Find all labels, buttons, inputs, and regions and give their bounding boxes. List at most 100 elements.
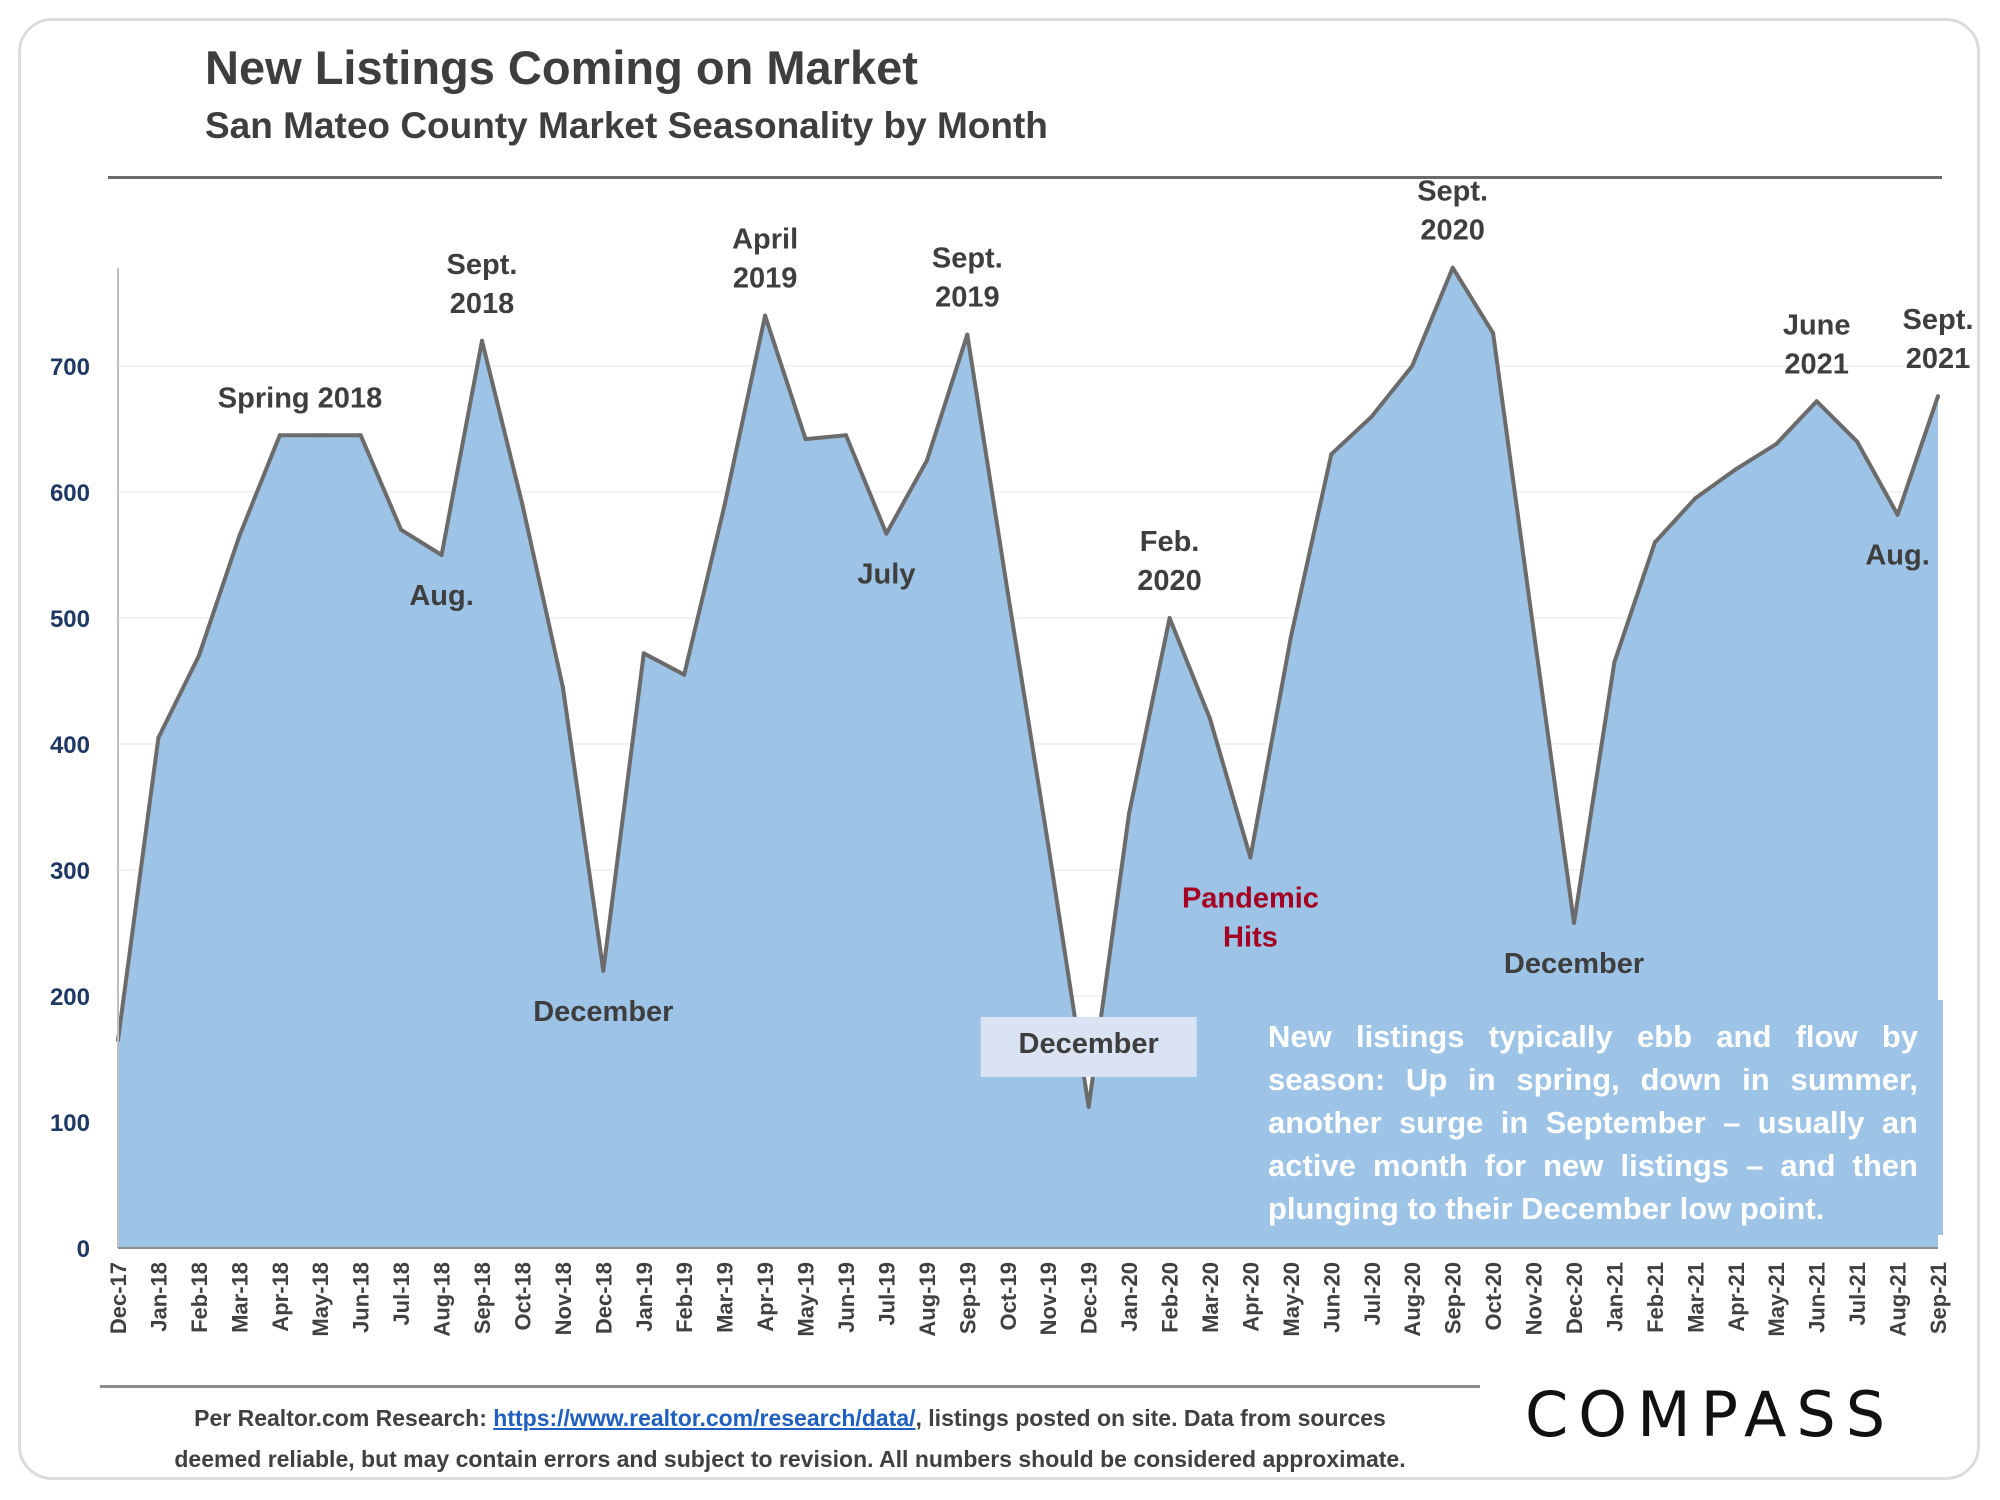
x-tick-label: Feb-19 xyxy=(672,1262,697,1333)
source-link[interactable]: https://www.realtor.com/research/data/ xyxy=(493,1405,916,1431)
x-tick-label: Jan-21 xyxy=(1602,1262,1627,1332)
data-point xyxy=(844,433,848,438)
x-tick-label: May-21 xyxy=(1764,1262,1789,1337)
annotation-label: Spring 2018 xyxy=(218,382,382,414)
series-line xyxy=(116,265,1940,1109)
x-tick-label: Dec-20 xyxy=(1562,1262,1587,1334)
annotation-label: Aug. xyxy=(409,580,473,612)
data-point xyxy=(641,651,646,656)
data-point xyxy=(601,968,606,973)
x-tick-label: Oct-18 xyxy=(510,1262,535,1330)
data-point xyxy=(560,685,565,690)
data-point xyxy=(1329,452,1334,457)
data-point xyxy=(965,332,970,337)
data-point xyxy=(1612,660,1617,665)
y-tick-label: 100 xyxy=(50,1110,90,1137)
x-tick-label: Nov-18 xyxy=(551,1262,576,1335)
x-tick-label: May-20 xyxy=(1279,1262,1304,1337)
x-tick-label: Aug-20 xyxy=(1400,1262,1425,1337)
data-point xyxy=(1652,540,1657,545)
data-point xyxy=(480,338,484,343)
data-point xyxy=(156,735,161,740)
data-point xyxy=(682,672,687,677)
x-tick-label: Jul-18 xyxy=(389,1262,414,1326)
axes: 0 100 200 300 400 500 600 700 Dec-17 Jan-18 Feb-18… xyxy=(50,268,1951,1337)
annotation-label: Pandemic Hits xyxy=(1182,882,1319,953)
x-tick-label: Sep-21 xyxy=(1926,1262,1951,1334)
data-point xyxy=(196,653,201,658)
footnote-line2: deemed reliable, but may contain errors … xyxy=(174,1446,1406,1472)
x-tick-label: Jul-20 xyxy=(1360,1262,1385,1326)
y-tick-label: 700 xyxy=(50,354,90,381)
annotation-label: April 2019 xyxy=(732,224,798,295)
x-tick-label: Jun-19 xyxy=(834,1262,859,1333)
chart-title: New Listings Coming on Market xyxy=(205,41,918,94)
data-point xyxy=(1046,842,1051,847)
data-point xyxy=(1855,439,1860,444)
x-tick-label: Sep-20 xyxy=(1441,1262,1466,1334)
x-tick-label: Jan-18 xyxy=(146,1262,171,1332)
data-point xyxy=(1572,920,1576,925)
data-point xyxy=(1733,467,1738,472)
annotation-label: December xyxy=(1504,948,1644,980)
x-tick-label: Dec-19 xyxy=(1077,1262,1102,1334)
x-tick-label: Apr-20 xyxy=(1238,1262,1263,1332)
x-tick-label: Feb-21 xyxy=(1643,1262,1668,1333)
x-tick-label: Sep-19 xyxy=(955,1262,980,1334)
annotation-label: Aug. xyxy=(1865,540,1929,572)
x-tick-label: Jun-18 xyxy=(349,1262,374,1333)
x-tick-label: Jun-20 xyxy=(1319,1262,1344,1333)
data-point xyxy=(277,433,282,438)
x-tick-label: Sep-18 xyxy=(470,1262,495,1334)
x-tick-label: Mar-20 xyxy=(1198,1262,1223,1333)
x-tick-label: Jun-21 xyxy=(1805,1262,1830,1333)
x-tick-label: Aug-21 xyxy=(1886,1262,1911,1337)
x-tick-label: Apr-18 xyxy=(268,1262,293,1332)
data-point xyxy=(520,502,525,507)
x-tick-label: Jul-21 xyxy=(1845,1262,1870,1326)
chart-subtitle: San Mateo County Market Seasonality by M… xyxy=(205,105,1048,146)
x-tick-label: Mar-18 xyxy=(227,1262,252,1333)
data-point xyxy=(1531,628,1536,633)
x-tick-label: Feb-20 xyxy=(1158,1262,1183,1333)
data-point xyxy=(1693,496,1698,501)
annotation-label: Sept. 2021 xyxy=(1903,304,1974,375)
data-point xyxy=(1895,512,1900,517)
annotation-label: Sept. 2019 xyxy=(932,243,1003,314)
annotation-box xyxy=(980,1016,1197,1077)
x-tick-label: Feb-18 xyxy=(187,1262,212,1333)
note-text: New listings typically ebb and flow by s… xyxy=(1268,1019,1918,1226)
data-point xyxy=(1814,399,1819,404)
x-tick-label: Nov-19 xyxy=(1036,1262,1061,1335)
x-tick-label: Nov-20 xyxy=(1522,1262,1547,1335)
y-tick-label: 0 xyxy=(77,1236,90,1263)
x-tick-label: Oct-19 xyxy=(996,1262,1021,1330)
x-tick-label: May-19 xyxy=(794,1262,819,1337)
x-tick-label: May-18 xyxy=(308,1262,333,1337)
x-tick-label: Jan-19 xyxy=(632,1262,657,1332)
data-point xyxy=(1127,811,1132,816)
data-point xyxy=(1005,590,1010,595)
x-tick-label: Dec-18 xyxy=(591,1262,616,1334)
data-point xyxy=(1410,364,1415,368)
data-point xyxy=(237,534,242,539)
source-footnote: Per Realtor.com Research: https://www.re… xyxy=(100,1398,1480,1480)
data-point xyxy=(318,433,323,438)
x-tick-label: Jan-20 xyxy=(1117,1262,1142,1332)
title-divider xyxy=(108,176,1942,179)
x-tick-label: Mar-21 xyxy=(1683,1262,1708,1333)
data-point xyxy=(884,531,889,536)
data-point xyxy=(1167,616,1172,620)
data-point xyxy=(1248,855,1253,860)
data-point xyxy=(924,458,929,463)
y-tick-label: 200 xyxy=(50,984,90,1011)
annotation-label: December xyxy=(1019,1028,1159,1060)
data-point xyxy=(1774,442,1779,447)
footer-divider xyxy=(100,1385,1480,1388)
annotation-label: Sept. 2018 xyxy=(447,249,518,320)
compass-logo: COMPASS xyxy=(1525,1378,1896,1451)
y-tick-label: 400 xyxy=(50,732,90,759)
x-tick-label: Apr-19 xyxy=(753,1262,778,1332)
x-tick-label: Mar-19 xyxy=(713,1262,738,1333)
